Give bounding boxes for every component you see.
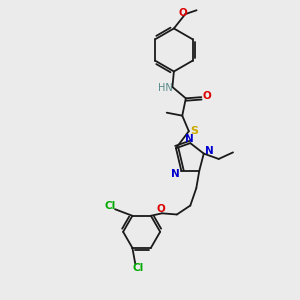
Text: HN: HN [158,83,173,93]
Text: N: N [171,169,180,179]
Text: O: O [178,8,187,18]
Text: O: O [202,91,211,101]
Text: N: N [205,146,214,156]
Text: S: S [190,126,198,136]
Text: N: N [185,134,194,144]
Text: O: O [156,203,165,214]
Text: Cl: Cl [104,201,115,211]
Text: Cl: Cl [133,263,144,274]
